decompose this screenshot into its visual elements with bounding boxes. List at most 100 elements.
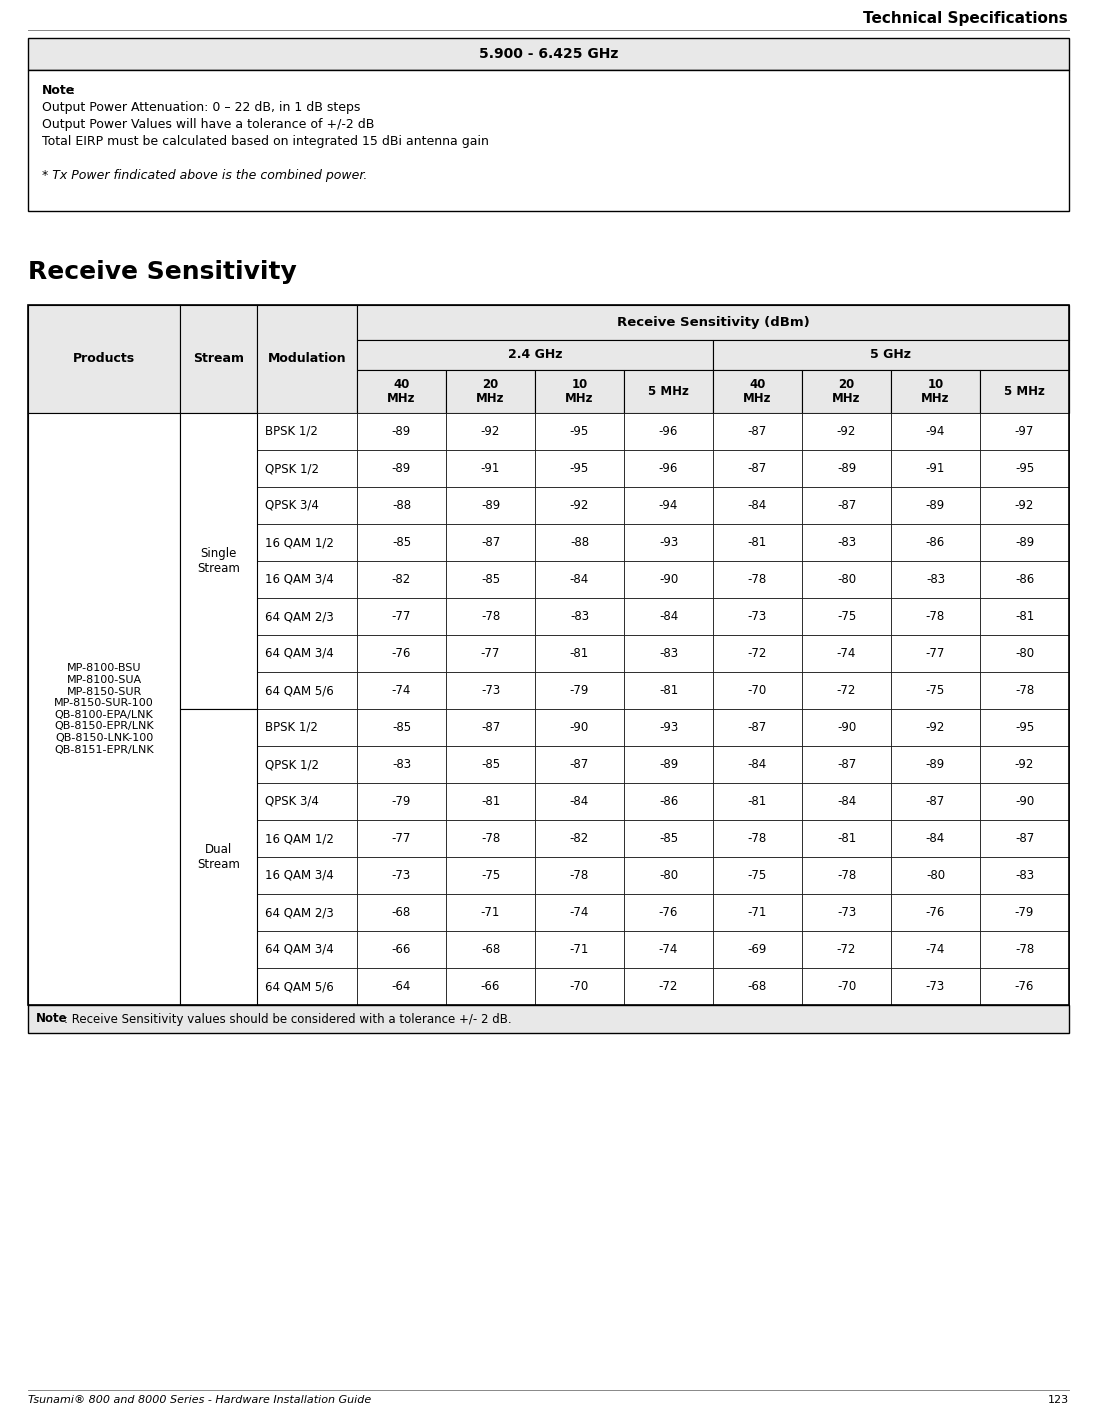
Text: -82: -82 — [569, 831, 589, 846]
Bar — [713, 968, 802, 1005]
Bar — [980, 451, 1068, 488]
Bar — [535, 968, 624, 1005]
Text: -86: -86 — [659, 796, 678, 809]
Bar — [980, 369, 1068, 414]
Text: -87: -87 — [926, 796, 946, 809]
Bar — [357, 635, 446, 672]
Bar — [713, 523, 802, 560]
Bar — [535, 523, 624, 560]
Text: -74: -74 — [837, 647, 856, 660]
Text: -71: -71 — [748, 906, 767, 918]
Text: -85: -85 — [480, 759, 500, 771]
Bar — [980, 820, 1068, 857]
Bar — [980, 597, 1068, 635]
Bar — [257, 414, 357, 451]
Text: Tsunami® 800 and 8000 Series - Hardware Installation Guide: Tsunami® 800 and 8000 Series - Hardware … — [29, 1395, 371, 1405]
Text: -89: -89 — [1015, 536, 1034, 549]
Bar — [624, 523, 713, 560]
Bar — [180, 305, 257, 414]
Bar — [980, 894, 1068, 931]
Bar — [446, 560, 535, 597]
Bar — [257, 635, 357, 672]
Text: 16 QAM 3/4: 16 QAM 3/4 — [265, 573, 333, 586]
Text: -87: -87 — [748, 425, 767, 438]
Text: -89: -89 — [659, 759, 678, 771]
Text: -89: -89 — [392, 425, 411, 438]
Bar — [535, 857, 624, 894]
Bar — [357, 560, 446, 597]
Bar — [446, 894, 535, 931]
Text: -89: -89 — [926, 499, 946, 512]
Text: -88: -88 — [392, 499, 411, 512]
Text: -76: -76 — [659, 906, 678, 918]
Text: Stream: Stream — [193, 352, 244, 365]
Text: -72: -72 — [837, 684, 856, 697]
Bar — [535, 369, 624, 414]
Text: -94: -94 — [659, 499, 678, 512]
Text: -81: -81 — [659, 684, 678, 697]
Text: 5 MHz: 5 MHz — [1004, 385, 1045, 398]
Bar — [446, 672, 535, 709]
Text: -88: -88 — [570, 536, 589, 549]
Text: -83: -83 — [392, 759, 411, 771]
Text: -92: -92 — [1015, 759, 1034, 771]
Bar — [624, 894, 713, 931]
Bar — [624, 451, 713, 488]
Text: Output Power Values will have a tolerance of +/-2 dB: Output Power Values will have a toleranc… — [42, 118, 374, 131]
Bar — [980, 709, 1068, 746]
Bar — [980, 635, 1068, 672]
Bar — [624, 672, 713, 709]
Text: -75: -75 — [748, 868, 767, 883]
Bar — [535, 414, 624, 451]
Text: 5 GHz: 5 GHz — [871, 348, 912, 362]
Bar — [29, 1005, 1068, 1032]
Text: 64 QAM 3/4: 64 QAM 3/4 — [265, 943, 333, 955]
Text: -86: -86 — [926, 536, 946, 549]
Bar — [357, 488, 446, 523]
Text: QPSK 1/2: QPSK 1/2 — [265, 462, 319, 475]
Text: 16 QAM 1/2: 16 QAM 1/2 — [265, 831, 333, 846]
Bar — [257, 523, 357, 560]
Bar — [257, 820, 357, 857]
Bar — [29, 305, 1068, 339]
Text: 40
MHz: 40 MHz — [744, 378, 772, 405]
Text: QPSK 3/4: QPSK 3/4 — [265, 499, 319, 512]
Bar — [713, 783, 802, 820]
Bar — [624, 369, 713, 414]
Text: 20
MHz: 20 MHz — [476, 378, 505, 405]
Text: -83: -83 — [1015, 868, 1034, 883]
Text: -83: -83 — [926, 573, 945, 586]
Text: -92: -92 — [480, 425, 500, 438]
Bar — [891, 894, 980, 931]
Text: -78: -78 — [480, 831, 500, 846]
Text: -92: -92 — [1015, 499, 1034, 512]
Text: -83: -83 — [659, 647, 678, 660]
Bar — [624, 968, 713, 1005]
Text: -82: -82 — [392, 573, 411, 586]
Text: -87: -87 — [748, 722, 767, 734]
Text: Receive Sensitivity (dBm): Receive Sensitivity (dBm) — [617, 317, 810, 329]
Text: -87: -87 — [748, 462, 767, 475]
Text: -72: -72 — [837, 943, 856, 955]
Bar — [446, 783, 535, 820]
Bar — [535, 746, 624, 783]
Bar — [257, 783, 357, 820]
Bar — [257, 305, 357, 414]
Text: -75: -75 — [480, 868, 500, 883]
Bar — [357, 451, 446, 488]
Text: QPSK 3/4: QPSK 3/4 — [265, 796, 319, 809]
Bar — [257, 560, 357, 597]
Text: -74: -74 — [659, 943, 678, 955]
Text: -77: -77 — [926, 647, 946, 660]
Bar — [802, 369, 891, 414]
Bar — [624, 635, 713, 672]
Bar — [891, 597, 980, 635]
Bar — [29, 70, 1068, 211]
Text: -71: -71 — [480, 906, 500, 918]
Bar — [802, 931, 891, 968]
Text: -78: -78 — [837, 868, 856, 883]
Text: BPSK 1/2: BPSK 1/2 — [265, 722, 318, 734]
Bar — [257, 597, 357, 635]
Text: 64 QAM 2/3: 64 QAM 2/3 — [265, 906, 333, 918]
Bar — [891, 523, 980, 560]
